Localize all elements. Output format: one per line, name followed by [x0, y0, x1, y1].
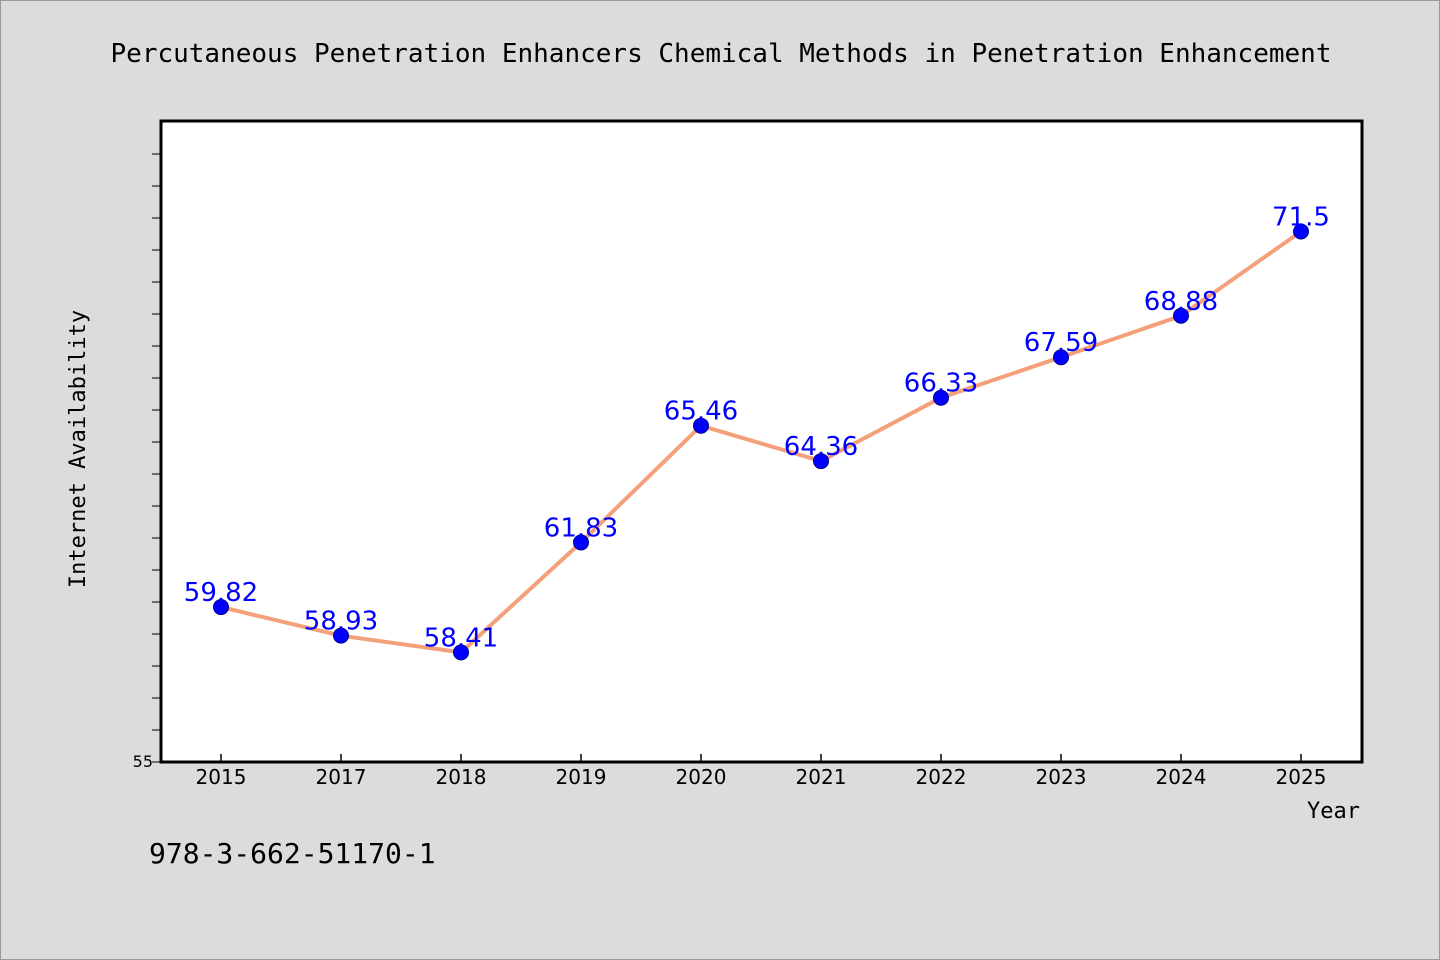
data-label: 59.82: [184, 578, 258, 608]
data-label: 64.36: [784, 432, 858, 462]
x-tick-label: 2018: [436, 765, 487, 789]
x-axis-tick-labels: 2015 2017 2018 2019 2020 2021 2022 2023 2024 2025: [196, 765, 1327, 789]
x-axis-title: Year: [1307, 799, 1360, 824]
series-line: [220, 229, 1303, 655]
data-point-marker: [213, 599, 229, 616]
y-axis-ticks: [152, 153, 161, 763]
data-label: 65.46: [664, 397, 738, 427]
x-tick-label: 2024: [1156, 765, 1207, 789]
data-point-marker: [1293, 223, 1309, 240]
y-axis-title: Internet Availability: [66, 310, 91, 588]
x-tick-label: 2023: [1036, 765, 1087, 789]
isbn-footer: 978-3-662-51170-1: [149, 837, 436, 870]
x-tick-label: 2022: [916, 765, 967, 789]
x-tick-label: 2017: [316, 765, 367, 789]
data-label: 66.33: [904, 369, 978, 399]
data-point-marker: [693, 417, 709, 434]
y-axis-tick-labels: 55: [133, 752, 153, 771]
x-tick-label: 2015: [196, 765, 247, 789]
x-tick-label: 2021: [796, 765, 847, 789]
data-point-marker: [1053, 349, 1069, 366]
data-point-marker: [453, 644, 469, 661]
data-label: 58.41: [424, 623, 498, 653]
data-labels: 59.82 58.93 58.41 61.83 65.46 64.36 66.33 67.59…: [184, 203, 1330, 654]
data-point-marker: [813, 453, 829, 470]
data-label: 58.93: [304, 607, 378, 637]
y-tick-label: 55: [133, 752, 153, 771]
chart-title: Percutaneous Penetration Enhancers Chemi…: [111, 39, 1332, 69]
data-label: 61.83: [544, 513, 618, 543]
data-point-marker: [573, 534, 589, 551]
series-markers: [213, 223, 1309, 661]
x-tick-label: 2020: [676, 765, 727, 789]
data-point-marker: [1173, 307, 1189, 324]
data-label: 67.59: [1024, 328, 1098, 358]
x-axis-ticks: [220, 754, 1302, 762]
data-point-marker: [333, 627, 349, 644]
x-tick-label: 2019: [556, 765, 607, 789]
x-tick-label: 2025: [1276, 765, 1327, 789]
data-label: 68.88: [1144, 287, 1218, 317]
data-label: 71.5: [1272, 203, 1330, 233]
data-point-marker: [933, 389, 949, 406]
